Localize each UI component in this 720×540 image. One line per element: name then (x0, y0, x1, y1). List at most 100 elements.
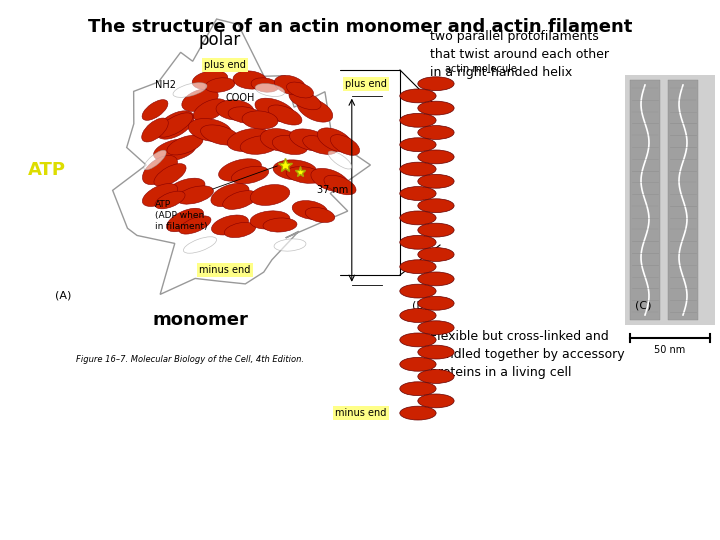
Ellipse shape (418, 345, 454, 359)
Ellipse shape (400, 260, 436, 274)
Ellipse shape (263, 218, 297, 232)
Ellipse shape (273, 160, 317, 180)
Ellipse shape (260, 129, 300, 151)
Ellipse shape (418, 101, 454, 115)
Ellipse shape (330, 134, 359, 156)
Ellipse shape (324, 175, 356, 195)
Text: plus end: plus end (204, 60, 246, 70)
Ellipse shape (418, 296, 454, 310)
Ellipse shape (144, 150, 166, 170)
Ellipse shape (400, 187, 436, 200)
Ellipse shape (400, 211, 436, 225)
Ellipse shape (251, 78, 279, 92)
Ellipse shape (216, 100, 254, 120)
Ellipse shape (289, 90, 321, 110)
Text: ATP
(ADP when
in filament): ATP (ADP when in filament) (155, 200, 207, 231)
Ellipse shape (418, 77, 454, 91)
Text: 37 nm: 37 nm (317, 185, 348, 195)
Text: actin molecule: actin molecule (445, 64, 517, 73)
Ellipse shape (193, 99, 227, 121)
Ellipse shape (142, 118, 168, 142)
Bar (630, 80, 660, 320)
Ellipse shape (222, 191, 257, 210)
Text: minus end: minus end (336, 408, 387, 418)
Ellipse shape (400, 333, 436, 347)
Ellipse shape (297, 98, 333, 122)
Ellipse shape (166, 208, 204, 232)
Ellipse shape (255, 84, 285, 97)
Ellipse shape (233, 71, 267, 89)
Ellipse shape (400, 357, 436, 371)
Ellipse shape (305, 207, 335, 222)
Text: (A): (A) (55, 290, 71, 300)
Text: plus end: plus end (345, 79, 387, 89)
Ellipse shape (328, 151, 352, 169)
Ellipse shape (173, 83, 207, 97)
Ellipse shape (287, 82, 313, 98)
Ellipse shape (418, 369, 454, 383)
Ellipse shape (250, 211, 290, 229)
Text: polar: polar (199, 31, 241, 49)
Ellipse shape (182, 89, 218, 111)
Ellipse shape (400, 406, 436, 420)
Ellipse shape (418, 223, 454, 237)
Ellipse shape (205, 78, 235, 92)
Text: NH2: NH2 (155, 80, 176, 90)
Text: (B): (B) (412, 300, 428, 310)
Ellipse shape (179, 216, 211, 234)
Text: COOH: COOH (225, 93, 254, 103)
Ellipse shape (251, 185, 289, 205)
Ellipse shape (400, 138, 436, 152)
Ellipse shape (201, 125, 240, 145)
Polygon shape (112, 19, 370, 294)
Ellipse shape (418, 199, 454, 213)
Ellipse shape (142, 100, 168, 120)
Ellipse shape (255, 98, 295, 122)
Ellipse shape (286, 167, 324, 184)
Text: 50 nm: 50 nm (654, 345, 685, 355)
Ellipse shape (400, 113, 436, 127)
Bar (625, 75, 715, 325)
Ellipse shape (418, 272, 454, 286)
Ellipse shape (176, 186, 213, 204)
Ellipse shape (289, 129, 330, 151)
Ellipse shape (274, 76, 305, 94)
Ellipse shape (418, 247, 454, 261)
Ellipse shape (242, 111, 278, 129)
Ellipse shape (167, 135, 203, 155)
Text: The structure of an actin monomer and actin filament: The structure of an actin monomer and ac… (88, 18, 632, 36)
Ellipse shape (400, 89, 436, 103)
Ellipse shape (165, 178, 205, 202)
Ellipse shape (143, 184, 178, 206)
Ellipse shape (292, 200, 328, 219)
Ellipse shape (154, 164, 186, 186)
Ellipse shape (184, 237, 217, 253)
Ellipse shape (155, 191, 185, 209)
Ellipse shape (231, 166, 269, 184)
Text: monomer: monomer (152, 311, 248, 329)
Ellipse shape (418, 126, 454, 139)
Ellipse shape (418, 394, 454, 408)
Ellipse shape (156, 111, 194, 139)
Text: two parallel protofilaments
that twist around each other
in a right-handed helix: two parallel protofilaments that twist a… (430, 30, 609, 79)
Ellipse shape (302, 136, 337, 154)
Ellipse shape (311, 168, 349, 192)
Ellipse shape (228, 107, 262, 123)
Ellipse shape (400, 235, 436, 249)
Ellipse shape (418, 321, 454, 335)
Ellipse shape (225, 222, 256, 238)
Text: Figure 16–7. Molecular Biology of the Cell, 4th Edition.: Figure 16–7. Molecular Biology of the Ce… (76, 355, 304, 364)
Ellipse shape (400, 162, 436, 176)
Text: Flexible but cross-linked and
bundled together by accessory
proteins in a living: Flexible but cross-linked and bundled to… (430, 330, 625, 379)
Ellipse shape (272, 136, 307, 154)
Ellipse shape (192, 71, 228, 90)
Ellipse shape (418, 174, 454, 188)
Ellipse shape (400, 284, 436, 298)
Ellipse shape (219, 159, 261, 181)
Text: ATP: ATP (28, 161, 66, 179)
Bar (668, 80, 698, 320)
Ellipse shape (211, 184, 249, 207)
Ellipse shape (153, 139, 197, 161)
Ellipse shape (418, 150, 454, 164)
Ellipse shape (318, 128, 353, 152)
